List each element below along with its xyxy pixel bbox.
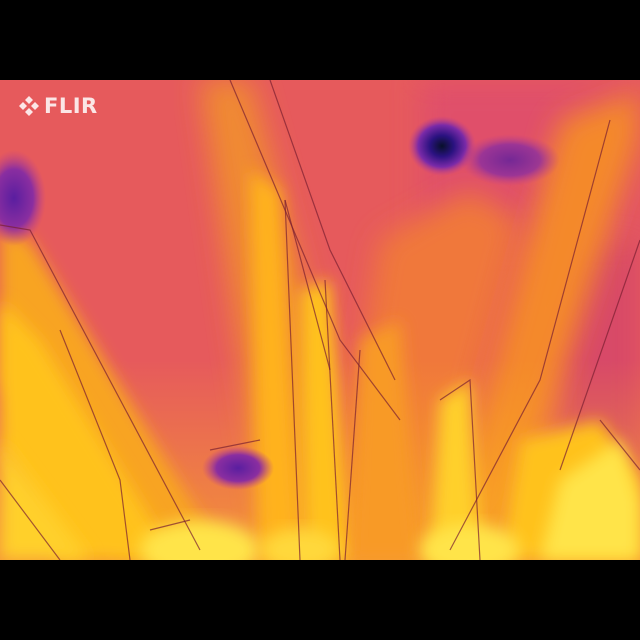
flir-logo: FLIR [18,92,98,120]
letterbox-top [0,0,640,80]
thermal-image [0,80,640,560]
flir-logo-text: FLIR [44,96,98,117]
flir-diamond-icon [18,95,40,117]
thermal-scene [0,80,640,560]
letterbox-bottom [0,560,640,640]
